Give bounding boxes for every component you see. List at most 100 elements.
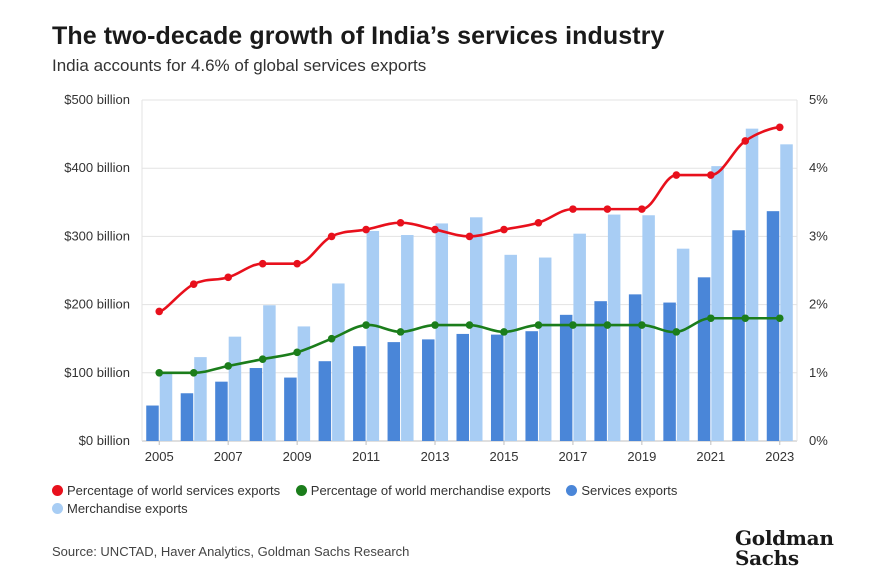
y-right-tick-label: 5% [809, 92, 828, 107]
point-merchandise-share [224, 362, 232, 370]
legend-label-services-exports: Services exports [581, 483, 678, 498]
bar-merchandise-exports [745, 128, 759, 442]
y-right-tick-label: 2% [809, 297, 828, 312]
goldman-sachs-logo: Goldman Sachs [735, 528, 834, 568]
bar-merchandise-exports [194, 357, 207, 441]
bar-services-exports [318, 361, 332, 441]
source-note: Source: UNCTAD, Haver Analytics, Goldman… [52, 544, 410, 559]
bar-series [146, 128, 793, 442]
legend-item-services-share: Percentage of world services exports [52, 482, 280, 499]
bar-merchandise-exports [263, 305, 276, 441]
x-tick-label: 2023 [765, 449, 794, 464]
bar-merchandise-exports [676, 248, 690, 441]
point-merchandise-share [189, 369, 198, 377]
point-merchandise-share [707, 314, 715, 323]
y-right-tick-label: 1% [809, 365, 828, 380]
y-left-tick-label: $200 billion [64, 297, 130, 312]
x-tick-label: 2013 [421, 449, 450, 464]
x-tick-label: 2015 [490, 449, 519, 464]
bar-services-exports [422, 339, 435, 441]
point-merchandise-share [603, 321, 612, 329]
point-services-share [155, 307, 164, 316]
y-left-tick-label: $100 billion [64, 365, 130, 380]
bar-merchandise-exports [159, 372, 173, 441]
point-services-share [327, 232, 336, 241]
point-services-share [672, 171, 681, 179]
point-merchandise-share [327, 334, 336, 343]
point-services-share [775, 123, 784, 132]
x-tick-label: 2011 [352, 449, 380, 464]
point-merchandise-share [431, 321, 439, 329]
point-services-share [362, 225, 370, 234]
bar-merchandise-exports [573, 233, 586, 441]
point-merchandise-share [362, 321, 370, 329]
bar-merchandise-exports [538, 257, 552, 441]
bar-merchandise-exports [780, 144, 793, 441]
bar-merchandise-exports [607, 214, 621, 441]
point-services-share [500, 225, 508, 234]
point-services-share [224, 273, 232, 282]
point-merchandise-share [569, 321, 577, 329]
bar-services-exports [525, 331, 538, 441]
bar-merchandise-exports [297, 326, 311, 441]
point-services-share [741, 137, 750, 145]
bar-merchandise-exports [470, 217, 483, 441]
x-tick-label: 2005 [145, 449, 174, 464]
y-right-tick-label: 3% [809, 228, 828, 243]
y-left-tick-label: $300 billion [64, 228, 130, 243]
legend-item-merchandise-share: Percentage of world merchandise exports [295, 482, 551, 499]
point-services-share [258, 259, 267, 268]
bar-services-exports [249, 368, 263, 441]
bar-services-exports [353, 346, 366, 441]
point-services-share [465, 232, 474, 241]
axis-labels: $0 billion 0% $100 billion 1% $200 billion 2%… [64, 92, 828, 464]
bar-merchandise-exports [228, 336, 242, 441]
bar-services-exports [559, 314, 573, 441]
legend-swatch-services-exports [566, 485, 578, 496]
point-merchandise-share [293, 348, 301, 357]
y-right-tick-label: 0% [809, 433, 828, 448]
chart-subtitle: India accounts for 4.6% of global servic… [52, 56, 427, 75]
legend-item-merchandise-exports: Merchandise exports [52, 500, 188, 517]
point-services-share [638, 205, 646, 213]
point-services-share [707, 171, 715, 179]
line-series [155, 123, 784, 377]
point-merchandise-share [396, 328, 405, 336]
bar-services-exports [490, 334, 504, 441]
y-left-tick-label: $500 billion [64, 92, 130, 107]
bar-merchandise-exports [366, 230, 380, 441]
logo-line-2: Sachs [735, 546, 799, 570]
bar-services-exports [594, 301, 607, 441]
legend-swatch-merchandise-share [295, 485, 307, 496]
point-services-share [431, 225, 439, 234]
x-tick-label: 2021 [696, 449, 725, 464]
point-merchandise-share [741, 314, 750, 323]
bar-merchandise-exports [642, 215, 655, 441]
bar-services-exports [215, 381, 228, 441]
bar-services-exports [628, 294, 642, 441]
point-merchandise-share [258, 355, 267, 363]
point-services-share [189, 280, 198, 288]
bar-merchandise-exports [711, 166, 724, 442]
point-services-share [396, 218, 405, 227]
x-tick-label: 2017 [558, 449, 587, 464]
chart-title: The two-decade growth of India’s service… [52, 22, 665, 50]
point-merchandise-share [465, 321, 474, 329]
chart-plot: $0 billion 0% $100 billion 1% $200 billion 2%… [64, 92, 828, 464]
bar-merchandise-exports [435, 223, 449, 441]
logo-line-1: Goldman [735, 526, 834, 550]
legend-label-merchandise-exports: Merchandise exports [67, 501, 188, 516]
point-services-share [569, 205, 577, 213]
x-tick-label: 2009 [283, 449, 312, 464]
point-merchandise-share [500, 328, 508, 336]
y-left-tick-label: $400 billion [64, 160, 130, 175]
point-merchandise-share [534, 321, 543, 329]
point-services-share [534, 218, 543, 227]
bar-services-exports [387, 342, 401, 441]
point-merchandise-share [155, 369, 164, 377]
legend: Percentage of world services exports Per… [52, 482, 772, 518]
bar-services-exports [146, 405, 159, 441]
x-tick-label: 2007 [214, 449, 243, 464]
bar-merchandise-exports [504, 254, 517, 441]
bar-services-exports [663, 302, 676, 441]
